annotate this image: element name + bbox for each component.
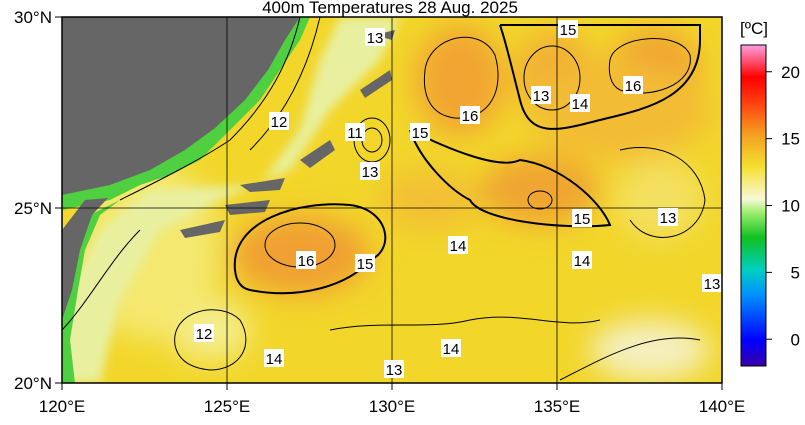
contour-label: 12: [271, 114, 288, 131]
contour-label: 13: [362, 164, 379, 181]
contour-label-box: [702, 274, 722, 292]
contour-label-box: [384, 360, 404, 378]
contour-label-box: [623, 76, 643, 94]
contour-label-box: [572, 209, 592, 227]
contour-label-box: [448, 236, 468, 254]
lat-label: 30°N: [14, 8, 52, 27]
warm-patches: [80, 25, 710, 380]
lon-label: 130°E: [369, 397, 416, 416]
colorbar-tick-label: 5: [791, 263, 800, 282]
contour-label-box: [269, 112, 289, 130]
contour-label: 14: [574, 253, 591, 270]
contour-label-box: [658, 208, 678, 226]
contour-label: 15: [574, 211, 591, 228]
contour-label-box: [296, 251, 316, 269]
lon-label: 125°E: [204, 397, 251, 416]
lat-label: 20°N: [14, 374, 52, 393]
land-mainland: [62, 17, 300, 195]
contour-label: 14: [450, 238, 467, 255]
contour-label: 12: [196, 326, 213, 343]
lon-label: 120°E: [39, 397, 86, 416]
contour-label: 13: [533, 88, 550, 105]
coastal-cool: [62, 17, 400, 383]
contour-label: 14: [443, 341, 460, 358]
contour-label: 13: [367, 30, 384, 47]
contour-label-box: [365, 28, 385, 46]
contour-label-box: [570, 94, 590, 112]
contour-label-box: [360, 162, 380, 180]
contour-label-box: [194, 324, 214, 342]
lon-label: 135°E: [534, 397, 581, 416]
axes: 120°E 125°E 130°E 135°E 140°E 30°N 25°N 20°N: [14, 8, 745, 416]
colorbar-tick-label: 10: [781, 197, 800, 216]
contour-label-box: [410, 123, 430, 141]
contour-label: 11: [347, 125, 363, 142]
colorbar: [740, 44, 767, 367]
contours: [62, 17, 706, 381]
islands: [180, 30, 395, 238]
contour-label: 16: [298, 253, 315, 270]
contour-label-box: [441, 339, 461, 357]
contour-label: 15: [412, 125, 429, 142]
contour-label: 13: [386, 362, 403, 379]
contour-label-box: [558, 20, 578, 38]
contour-label: 14: [266, 351, 283, 368]
lat-label: 25°N: [14, 199, 52, 218]
colorbar-label: [ºC]: [740, 19, 768, 38]
contour-label: 16: [462, 108, 479, 125]
lon-label: 140°E: [699, 397, 746, 416]
land-taiwan: [62, 198, 108, 320]
colorbar-tick-label: 15: [781, 130, 800, 149]
contour-label: 15: [357, 256, 374, 273]
contour-label-box: [355, 254, 375, 272]
contour-label: 13: [704, 276, 721, 293]
colorbar-tick-label: 20: [781, 63, 800, 82]
contour-label: 13: [660, 210, 677, 227]
contour-label: 16: [625, 78, 642, 95]
graticule: [62, 17, 722, 383]
colorbar-tick-label: 0: [791, 330, 800, 349]
contour-label: 14: [572, 96, 589, 113]
contour-label-box: [531, 86, 551, 104]
map-title: 400m Temperatures 28 Aug. 2025: [262, 0, 518, 17]
contour-label-box: [264, 349, 284, 367]
colorbar-ticks: 0 5 10 15 20: [766, 63, 800, 349]
contour-label: 15: [560, 22, 577, 39]
map-area: 13 15 16 13 14 16 12 11 15 13 15 13 14 16 15 14 13 12 14 14…: [62, 17, 722, 383]
contour-label-box: [460, 106, 480, 124]
contour-label-box: [572, 251, 592, 269]
contour-labels: 13 15 16 13 14 16 12 11 15 13 15 13 14 16 15 14 13 12 14 14…: [194, 20, 722, 379]
contour-label-box: [345, 123, 365, 141]
